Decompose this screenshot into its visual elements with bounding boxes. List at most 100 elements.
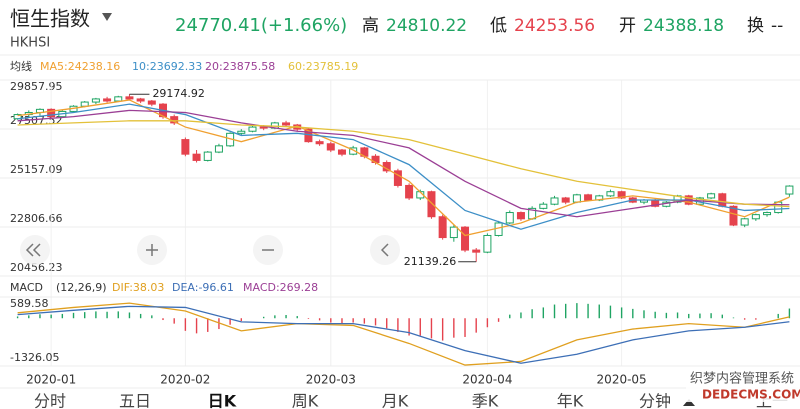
icon — [380, 243, 389, 257]
tab[interactable]: 季K — [472, 392, 499, 409]
turnover-label: 换 — [747, 16, 764, 36]
candle-body — [740, 218, 749, 226]
tab[interactable]: 月K — [382, 392, 409, 409]
candle-body — [114, 96, 123, 102]
candle-body — [103, 98, 112, 102]
candle-body — [483, 234, 492, 253]
candle-body — [785, 185, 794, 195]
tab[interactable]: 分钟 — [639, 392, 671, 409]
open-value: 24388.18 — [643, 16, 724, 36]
price: 24770.41(+1.66%) — [175, 15, 347, 36]
line-series — [17, 302, 790, 366]
candle-body — [617, 191, 626, 199]
legend-entry: 20:23875.58 — [205, 60, 275, 73]
candle-body — [349, 147, 358, 155]
tab[interactable]: 周K — [292, 392, 319, 409]
candle-body — [438, 216, 447, 239]
watermark: 织梦内容管理系统 — [690, 371, 794, 387]
annotation: 29174.92 — [152, 87, 205, 100]
line-series — [17, 120, 790, 208]
nav-buttons — [20, 235, 400, 265]
candle-body — [718, 193, 727, 207]
candle-body — [147, 100, 156, 105]
candle-body — [315, 141, 324, 145]
open-label: 开 — [619, 16, 636, 36]
x-tick-label: 2020-02 — [160, 373, 210, 387]
candle-body — [326, 143, 335, 151]
icon — [146, 244, 158, 256]
tab-arrow[interactable] — [683, 399, 695, 406]
tab[interactable]: 日K — [208, 392, 237, 409]
candle-body — [248, 126, 257, 132]
chart-layer: 29857.9527507.5225157.0922806.6620456.23… — [0, 60, 800, 387]
candle-body — [405, 184, 414, 199]
candle-body — [337, 149, 346, 155]
candle-body — [550, 197, 559, 205]
high-label: 高 — [362, 16, 379, 36]
y-tick-label: 20456.23 — [10, 261, 63, 274]
candle-body — [80, 101, 89, 107]
x-tick-label: 2020-01 — [26, 373, 76, 387]
candle-body — [461, 226, 470, 251]
x-tick-label: 2020-03 — [306, 373, 356, 387]
legend-entry: DEA:-96.61 — [172, 281, 234, 294]
y-tick-label: 25157.09 — [10, 163, 63, 176]
legend-entry: MA5:24238.16 — [40, 60, 120, 73]
candle-body — [494, 222, 503, 236]
macd-title: MACD — [10, 281, 43, 294]
y-tick-label: 589.58 — [10, 297, 49, 310]
dropdown-arrow[interactable] — [102, 13, 112, 21]
candle-body — [393, 170, 402, 186]
candle-body — [707, 193, 716, 199]
low-value: 24253.56 — [514, 16, 595, 36]
candle-body — [584, 194, 593, 201]
legend-entry: 10:23692.33 — [132, 60, 202, 73]
tab[interactable]: 年K — [557, 392, 584, 409]
icon — [25, 243, 41, 257]
candle-body — [751, 214, 760, 220]
candle-body — [214, 145, 223, 153]
candle-body — [203, 151, 212, 161]
line-series — [17, 109, 790, 218]
candle-body — [505, 212, 514, 224]
candle-body — [91, 98, 100, 103]
line-series — [17, 305, 790, 364]
index-title[interactable]: 恒生指数 — [10, 7, 90, 31]
candle-body — [192, 153, 201, 161]
legend-entry: MACD:269.28 — [243, 281, 318, 294]
index-code: HKHSI — [10, 36, 50, 51]
line-series — [17, 103, 790, 230]
candle-body — [47, 108, 56, 118]
legend-entry: DIF:38.03 — [112, 281, 164, 294]
high-value: 24810.22 — [386, 16, 467, 36]
candle-body — [572, 194, 581, 203]
candle-body — [259, 126, 268, 129]
tab[interactable]: 分时 — [34, 392, 66, 409]
y-tick-label: 29857.95 — [10, 80, 63, 93]
candle-body — [181, 139, 190, 155]
watermark: DEDECMS.COM — [702, 388, 800, 402]
scroll-left[interactable] — [370, 235, 400, 265]
turnover-value: -- — [771, 16, 783, 36]
low-label: 低 — [490, 16, 507, 36]
candle-body — [449, 226, 458, 239]
y-tick-label: -1326.05 — [10, 351, 59, 364]
candle-body — [539, 203, 548, 209]
candle-body — [427, 191, 436, 218]
macd-params: (12,26,9) — [56, 281, 107, 294]
watermark-bg — [686, 368, 800, 402]
tab[interactable]: 五日 — [119, 392, 151, 409]
candle-body — [763, 212, 772, 216]
candle-body — [729, 205, 738, 226]
x-tick-label: 2020-04 — [462, 373, 512, 387]
legend-entry: 60:23785.19 — [288, 60, 358, 73]
ma-title: 均线 — [10, 59, 32, 73]
candle-body — [606, 191, 615, 197]
y-tick-label: 22806.66 — [10, 212, 63, 225]
candle-body — [561, 197, 570, 203]
annotation: 21139.26 — [404, 255, 457, 268]
candle-body — [282, 122, 291, 126]
candle-body — [125, 96, 134, 100]
candle-body — [237, 130, 246, 134]
